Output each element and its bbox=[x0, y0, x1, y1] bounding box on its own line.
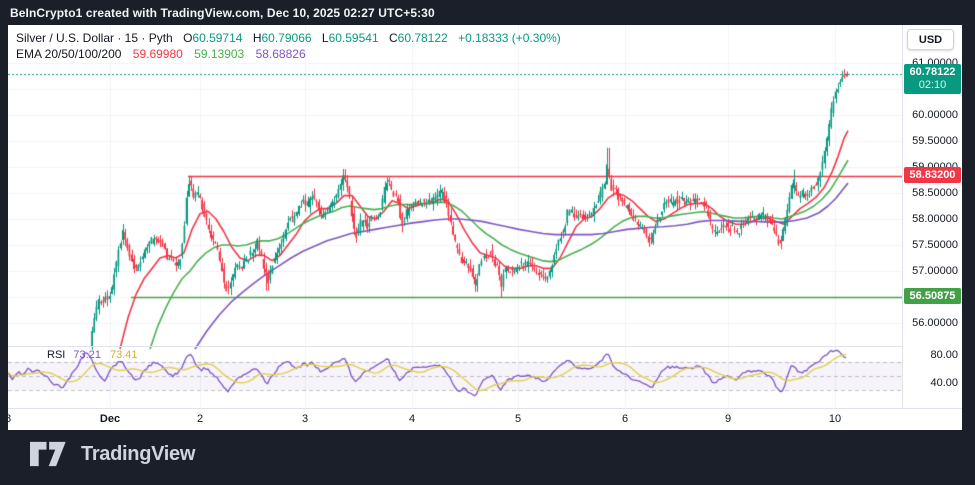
rsi-tick-label: 80.00 bbox=[930, 349, 958, 361]
time-tick-label: 6 bbox=[621, 413, 629, 425]
price-tick-label: 57.50000 bbox=[912, 239, 958, 251]
current-price-value: 60.78122 bbox=[909, 66, 956, 79]
price-tick-label: 59.50000 bbox=[912, 135, 958, 147]
support-price-badge: 56.50875 bbox=[904, 287, 961, 304]
attribution-bar: BeInCrypto1 created with TradingView.com… bbox=[0, 0, 975, 25]
change-value: +0.18333 (+0.30%) bbox=[458, 31, 561, 45]
time-tick-label: 9 bbox=[724, 413, 732, 425]
ema-indicator-label[interactable]: EMA 20/50/100/200 bbox=[16, 47, 122, 61]
high-value: 60.79066 bbox=[261, 31, 312, 45]
current-price-badge: 60.78122 02:10 bbox=[904, 64, 961, 95]
tradingview-logo-icon bbox=[30, 441, 70, 467]
bar-countdown: 02:10 bbox=[918, 79, 947, 92]
open-label: O bbox=[183, 31, 193, 45]
low-label: L bbox=[321, 31, 329, 45]
rsi-value: 73.21 bbox=[73, 349, 101, 361]
time-tick-label: 5 bbox=[514, 413, 522, 425]
currency-toggle-usd[interactable]: USD bbox=[907, 29, 954, 50]
attribution-text: BeInCrypto1 created with TradingView.com… bbox=[10, 5, 435, 20]
price-tick-label: 60.00000 bbox=[912, 109, 958, 121]
time-tick-label: 8 bbox=[8, 413, 11, 425]
high-label: H bbox=[252, 31, 262, 45]
chart-panel: Silver / U.S. Dollar · 15 · Pyth O60.597… bbox=[8, 25, 962, 430]
time-tick-label: 10 bbox=[828, 413, 842, 425]
ema20-value: 59.69980 bbox=[132, 47, 183, 61]
time-tick-label: 2 bbox=[196, 413, 204, 425]
price-tick-label: 58.50000 bbox=[912, 187, 958, 199]
price-tick-label: 58.00000 bbox=[912, 213, 958, 225]
ema-legend-row: EMA 20/50/100/200 59.69980 59.13903 58.6… bbox=[16, 46, 561, 62]
symbol-title[interactable]: Silver / U.S. Dollar · 15 · Pyth bbox=[16, 31, 173, 45]
rsi-legend: RSI 73.21 73.41 bbox=[47, 349, 138, 361]
close-value: 60.78122 bbox=[397, 31, 448, 45]
price-scale[interactable]: USD 60.78122 02:10 58.83200 56.50875 61.… bbox=[902, 25, 962, 408]
pane-divider[interactable] bbox=[8, 346, 902, 347]
rsi-indicator-label[interactable]: RSI bbox=[47, 349, 66, 361]
price-tick-label: 56.00000 bbox=[912, 317, 958, 329]
resistance-price-badge: 58.83200 bbox=[904, 166, 961, 183]
ema50-value: 59.13903 bbox=[194, 47, 245, 61]
symbol-legend-row: Silver / U.S. Dollar · 15 · Pyth O60.597… bbox=[16, 30, 561, 46]
chart-canvas[interactable] bbox=[8, 25, 902, 408]
time-axis[interactable]: 8 Dec 2 3 4 5 6 9 10 bbox=[8, 408, 962, 430]
tradingview-brand-text: TradingView bbox=[81, 442, 196, 465]
rsi-ma-value: 73.41 bbox=[110, 349, 138, 361]
open-value: 60.59714 bbox=[192, 31, 243, 45]
footer-branding[interactable]: TradingView bbox=[30, 441, 195, 467]
time-tick-label: 4 bbox=[408, 413, 416, 425]
close-label: C bbox=[388, 31, 398, 45]
price-tick-label: 57.00000 bbox=[912, 265, 958, 277]
low-value: 60.59541 bbox=[328, 31, 379, 45]
ema100-value: 58.68826 bbox=[255, 47, 306, 61]
rsi-tick-label: 40.00 bbox=[930, 377, 958, 389]
time-tick-label: 3 bbox=[301, 413, 309, 425]
time-tick-label: Dec bbox=[99, 413, 121, 425]
chart-legend: Silver / U.S. Dollar · 15 · Pyth O60.597… bbox=[16, 30, 561, 62]
